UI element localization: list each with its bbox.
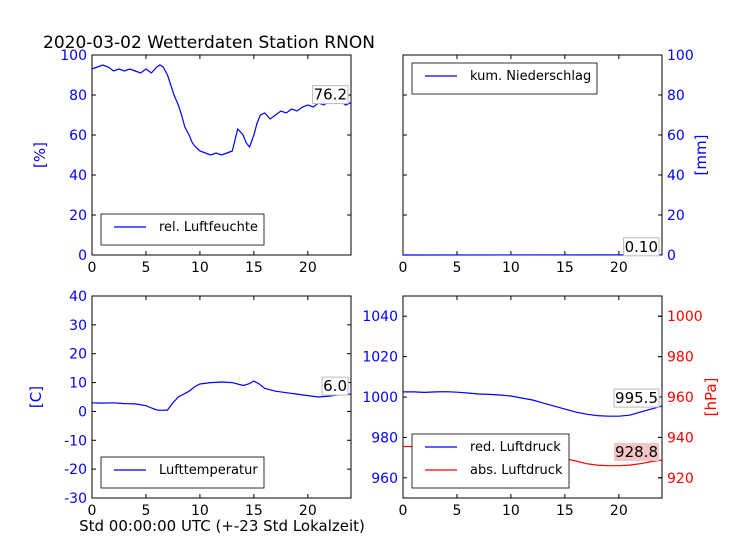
y-tick-label: 80	[667, 88, 685, 104]
series-line-1	[91, 380, 352, 411]
legend-label: red. Luftdruck	[470, 440, 561, 455]
legend-box	[100, 213, 265, 246]
y-tick-label: 100	[667, 48, 694, 64]
y-tick-label: 80	[69, 88, 87, 104]
x-tick-label: 10	[191, 260, 209, 276]
last-value-label-box	[613, 388, 660, 408]
pressure-panel: 0 5 10 15 20 960 980 1000 1020 1040 920 940 960 980 10…	[362, 295, 720, 519]
x-tick-label: 15	[245, 260, 263, 276]
last-value-label-box	[321, 376, 349, 396]
y-tick-label: 20	[69, 347, 87, 363]
last-value-label: 0.10	[625, 238, 658, 256]
y-axis-label: [%]	[31, 142, 49, 168]
y-tick-label: 60	[69, 128, 87, 144]
x-tick-label: 10	[191, 503, 209, 519]
y-tick-label: -10	[64, 433, 87, 449]
x-axis-label: Std 00:00:00 UTC (+-23 Std Lokalzeit)	[79, 517, 365, 535]
y2-tick-label: 920	[667, 471, 694, 487]
y2-axis-label: [hPa]	[702, 378, 720, 417]
y-tick-label: 0	[78, 248, 87, 264]
x-tick-label: 0	[88, 503, 97, 519]
x-tick-label: 0	[399, 260, 408, 276]
y-tick-label: 1000	[362, 390, 398, 406]
figure-title: 2020-03-02 Wetterdaten Station RNON	[43, 33, 375, 53]
last-value-label-box	[312, 85, 349, 105]
y-tick-label: -30	[64, 491, 87, 507]
last-value-label: 6.0	[323, 377, 347, 395]
precipitation-panel: 0 5 10 15 20 0 20 40 60 80 100 [mm] 0.10 kum. Nieders…	[399, 48, 710, 276]
legend-box	[100, 456, 265, 489]
legend-box	[411, 62, 598, 95]
legend: rel. Luftfeuchte	[100, 213, 265, 246]
x-tick-label: 20	[299, 260, 317, 276]
legend: kum. Niederschlag	[411, 62, 598, 95]
x-tick-label: 15	[245, 503, 263, 519]
y-tick-label: 1040	[362, 309, 398, 325]
last-value-label-2: 928.8	[615, 443, 658, 461]
y-tick-label: 1020	[362, 350, 398, 366]
legend: Lufttemperatur	[100, 456, 265, 489]
y-tick-label: 980	[371, 430, 398, 446]
x-tick-label: 20	[610, 260, 628, 276]
humidity-panel: 0 5 10 15 20 0 20 40 60 80 100 [%] 76.2 rel. Luftfeuc…	[31, 48, 352, 276]
x-tick-label: 10	[502, 260, 520, 276]
y-tick-label: 100	[60, 48, 87, 64]
x-tick-label: 20	[610, 503, 628, 519]
y-tick-label: 40	[69, 289, 87, 305]
y-tick-label: -20	[64, 462, 87, 478]
last-value-label: 76.2	[314, 86, 347, 104]
y2-tick-label: 960	[667, 390, 694, 406]
y-axis-label: [C]	[27, 386, 45, 408]
y-tick-label: 30	[69, 318, 87, 334]
y-tick-label: 40	[667, 168, 685, 184]
y-tick-label: 20	[667, 208, 685, 224]
y-tick-label: 10	[69, 376, 87, 392]
x-tick-label: 5	[141, 503, 150, 519]
legend-label: kum. Niederschlag	[470, 69, 591, 84]
x-tick-label: 5	[141, 260, 150, 276]
legend: red. Luftdruck abs. Luftdruck	[411, 433, 570, 489]
x-tick-label: 0	[399, 503, 408, 519]
y2-tick-label: 1000	[667, 309, 703, 325]
x-tick-label: 15	[556, 503, 574, 519]
y2-tick-label: 980	[667, 350, 694, 366]
y-tick-label: 20	[69, 208, 87, 224]
last-value-label-box	[623, 237, 660, 257]
legend-label: Lufttemperatur	[159, 463, 258, 478]
x-tick-label: 5	[452, 503, 461, 519]
x-tick-label: 15	[556, 260, 574, 276]
y-tick-label: 0	[667, 248, 676, 264]
last-value-label-2-box	[614, 443, 659, 462]
legend-label: rel. Luftfeuchte	[159, 220, 258, 235]
y-tick-label: 40	[69, 168, 87, 184]
legend-box	[411, 433, 570, 489]
x-tick-label: 20	[299, 503, 317, 519]
series-line-1	[403, 391, 663, 417]
x-tick-label: 0	[88, 260, 97, 276]
last-value-label: 995.5	[615, 389, 658, 407]
temperature-panel: 0 5 10 15 20 -30 -20 -10 0 10 20 30 40 [C] 6.0 Lufttemp…	[27, 289, 352, 519]
x-tick-label: 5	[452, 260, 461, 276]
y-tick-label: 960	[371, 471, 398, 487]
x-tick-label: 10	[502, 503, 520, 519]
legend-label: abs. Luftdruck	[470, 463, 563, 478]
y2-tick-label: 940	[667, 430, 694, 446]
y-tick-label: 60	[667, 128, 685, 144]
y-tick-label: 0	[78, 404, 87, 420]
y-axis-label: [mm]	[692, 135, 710, 176]
series-line-1	[91, 64, 352, 156]
